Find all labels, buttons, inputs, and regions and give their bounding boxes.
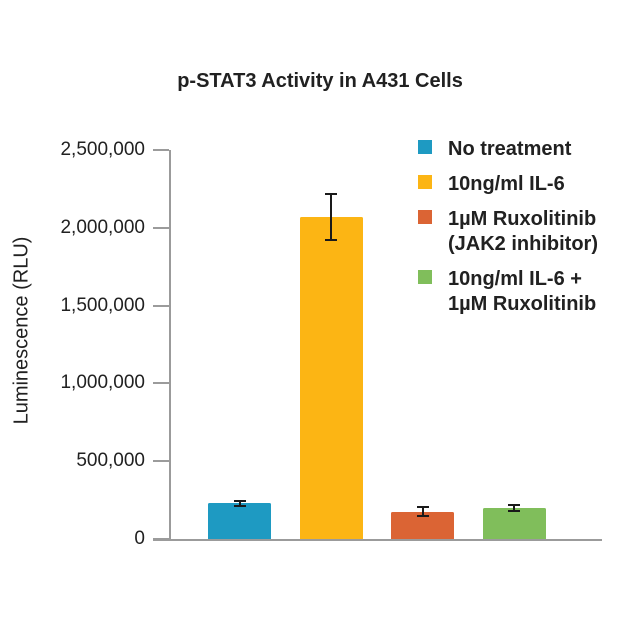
error-bar-line xyxy=(421,507,424,517)
legend-item-10ng-ml-il-6-1-m-ruxolitinib: 10ng/ml IL-6 + 1µM Ruxolitinib xyxy=(418,267,598,317)
legend-label: No treatment xyxy=(448,138,572,160)
legend-swatch-icon xyxy=(418,175,432,189)
y-tick-mark xyxy=(153,304,169,307)
legend-label: 10ng/ml IL-6 xyxy=(448,173,565,195)
error-bar-cap xyxy=(508,503,520,506)
error-bar-cap xyxy=(416,515,429,518)
legend-item-10ng-ml-il-6: 10ng/ml IL-6 xyxy=(418,172,598,197)
y-tick-label: 1,500,000 xyxy=(60,294,145,316)
legend-label: 10ng/ml IL-6 + 1µM Ruxolitinib xyxy=(448,268,597,315)
plot-area xyxy=(153,149,602,541)
error-bar-line xyxy=(330,193,332,241)
legend-swatch-icon xyxy=(418,140,432,154)
y-axis-line xyxy=(169,150,171,541)
legend: No treatment 10ng/ml IL-6 1µM Ruxolitinib … xyxy=(418,137,598,317)
error-bar-line xyxy=(238,500,241,506)
bar-10ng-ml-il-6 xyxy=(299,216,363,539)
x-axis-line xyxy=(153,539,602,541)
legend-item-no-treatment: No treatment xyxy=(418,137,598,162)
y-tick-label: 1,000,000 xyxy=(60,372,145,394)
bar-10ng-ml-il-6-1-m-ruxolitinib xyxy=(482,507,546,539)
y-tick-label: 2,500,000 xyxy=(60,139,145,160)
error-bar-cap xyxy=(233,499,246,502)
bar-no-treatment xyxy=(208,503,271,539)
legend-label: 1µM Ruxolitinib (JAK2 inhibitor) xyxy=(448,208,598,255)
error-bar-cap xyxy=(325,192,337,195)
chart-title: p-STAT3 Activity in A431 Cells xyxy=(177,70,463,92)
error-bar-cap xyxy=(416,506,429,509)
y-tick-mark xyxy=(153,538,169,540)
y-tick-mark xyxy=(153,460,169,463)
error-bar-cap xyxy=(325,239,337,242)
y-tick-label: 0 xyxy=(134,528,145,549)
legend-swatch-icon xyxy=(418,210,432,224)
error-bar-line xyxy=(513,504,515,511)
y-tick-label: 2,000,000 xyxy=(60,216,145,238)
y-tick-mark xyxy=(153,382,169,385)
y-tick-mark xyxy=(153,226,169,229)
error-bar-cap xyxy=(508,509,520,512)
legend-item-1-m-ruxolitinib-jak2-inhibitor: 1µM Ruxolitinib (JAK2 inhibitor) xyxy=(418,207,598,257)
y-tick-label: 500,000 xyxy=(76,450,145,472)
y-tick-mark xyxy=(153,149,169,151)
legend-swatch-icon xyxy=(418,270,432,284)
error-bar-cap xyxy=(233,504,246,507)
